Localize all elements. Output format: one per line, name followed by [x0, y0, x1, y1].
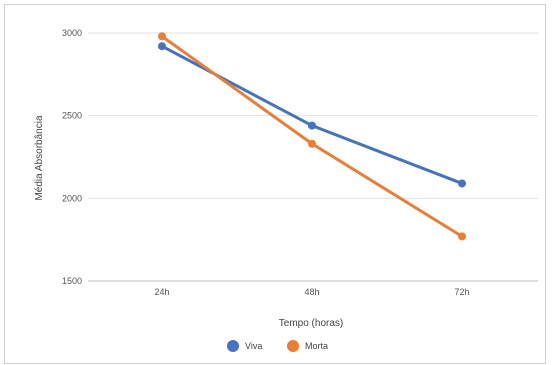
y-tick-label: 1500 [62, 276, 82, 286]
x-axis-ticks: 24h 48h 72h [154, 287, 469, 297]
y-tick-label: 3000 [62, 28, 82, 38]
x-tick-label: 24h [154, 287, 169, 297]
y-axis-label: Média Absorbância [34, 115, 45, 200]
legend-marker [287, 340, 299, 352]
series-points [158, 32, 466, 241]
legend-marker [227, 340, 239, 352]
legend-item-morta: Morta [287, 340, 328, 352]
y-axis-ticks: 1500 2000 2500 3000 [62, 28, 82, 286]
x-tick-label: 72h [454, 287, 469, 297]
data-point-morta [158, 32, 166, 41]
x-tick-label: 48h [304, 287, 319, 297]
chart-frame [4, 4, 546, 364]
series-line-morta [160, 34, 464, 238]
legend-item-viva: Viva [227, 340, 262, 352]
data-point-viva [458, 179, 466, 188]
y-tick-label: 2000 [62, 193, 82, 203]
series-lines [160, 34, 464, 238]
data-point-viva [158, 42, 166, 51]
data-point-viva [308, 121, 316, 130]
y-tick-label: 2500 [62, 111, 82, 121]
legend-label: Viva [245, 341, 262, 351]
gridlines [88, 32, 538, 282]
data-point-morta [308, 139, 316, 148]
legend-label: Morta [305, 341, 328, 351]
x-axis-label: Tempo (horas) [279, 318, 343, 329]
legend: Viva Morta [227, 340, 328, 352]
data-point-morta [458, 232, 466, 241]
